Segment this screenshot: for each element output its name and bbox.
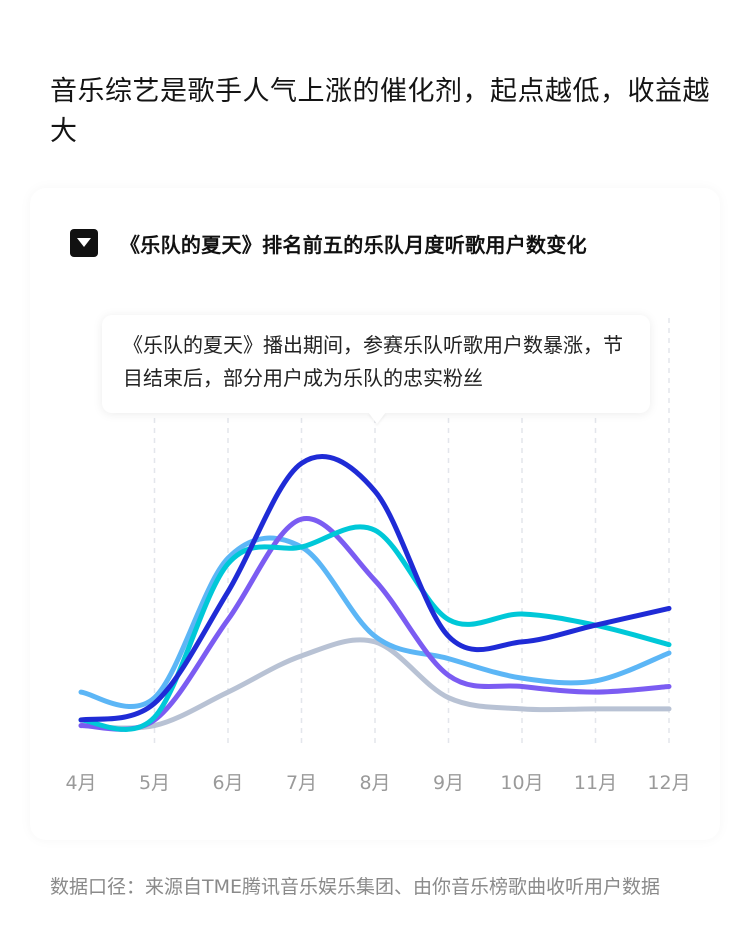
x-tick-label: 10月 [500,772,543,794]
data-source-note: 数据口径：来源自TME腾讯音乐娱乐集团、由你音乐榜歌曲收听用户数据 [50,876,661,898]
x-tick-label: 12月 [647,772,690,794]
series-line-4 [78,535,672,709]
series-line-1 [78,454,672,723]
x-tick-label: 7月 [286,772,317,794]
x-tick-label: 5月 [139,772,170,794]
chart-header: 《乐队的夏天》排名前五的乐队月度听歌用户数变化 [70,228,587,258]
chart-title: 《乐队的夏天》排名前五的乐队月度听歌用户数变化 [120,232,587,257]
x-tick-label: 11月 [574,772,617,794]
collapse-toggle-icon[interactable] [70,229,98,257]
x-tick-label: 9月 [433,772,464,794]
series-line-2 [78,516,672,732]
x-tick-label: 8月 [359,772,390,794]
x-tick-label: 6月 [212,772,243,794]
series-line-5 [78,637,672,731]
annotation-pointer [368,412,386,424]
headline: 音乐综艺是歌手人气上涨的催化剂，起点越低，收益越大 [50,76,710,147]
chart-annotation: 《乐队的夏天》播出期间，参赛乐队听歌用户数暴涨，节目结束后，部分用户成为乐队的忠… [102,315,650,413]
x-tick-label: 4月 [65,772,96,794]
